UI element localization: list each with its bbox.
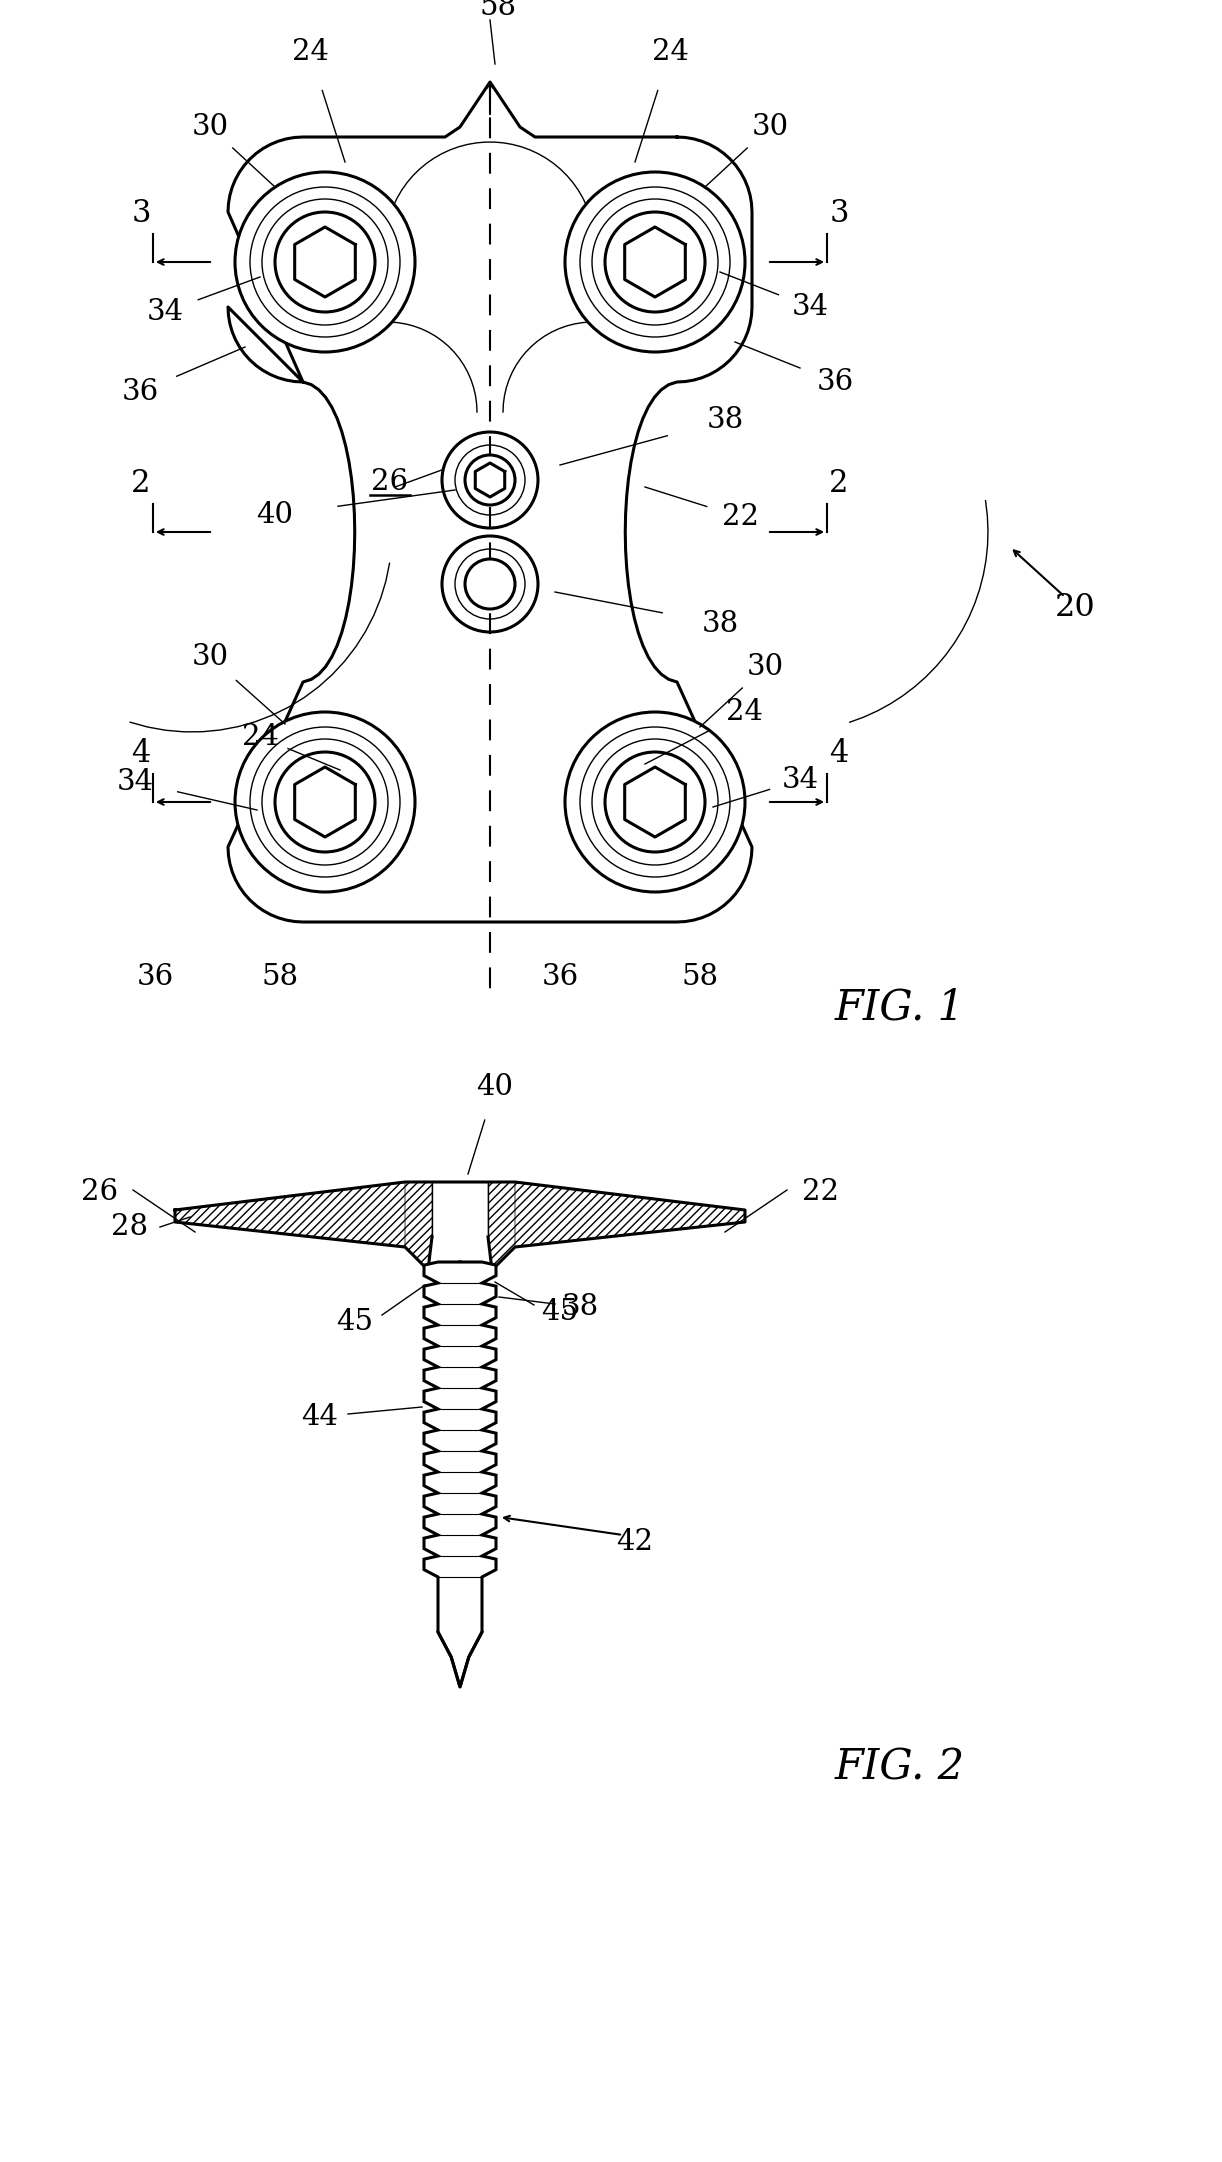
Text: 24: 24 [292, 39, 329, 67]
Text: 30: 30 [752, 112, 788, 141]
Text: FIG. 2: FIG. 2 [835, 1747, 965, 1788]
Polygon shape [229, 82, 752, 921]
Circle shape [466, 454, 514, 506]
Text: 38: 38 [701, 610, 738, 638]
Text: 34: 34 [792, 294, 829, 320]
Text: 38: 38 [706, 406, 744, 435]
Text: FIG. 1: FIG. 1 [835, 986, 965, 1027]
Text: 40: 40 [477, 1072, 513, 1100]
Text: 45: 45 [541, 1297, 578, 1325]
Circle shape [565, 173, 745, 352]
Text: 24: 24 [727, 698, 764, 726]
Text: 26: 26 [371, 467, 408, 495]
Text: 24: 24 [651, 39, 688, 67]
Text: 38: 38 [561, 1293, 599, 1321]
Text: 36: 36 [816, 368, 854, 396]
Text: 2: 2 [131, 467, 150, 499]
Text: 36: 36 [137, 962, 174, 990]
Circle shape [235, 711, 415, 893]
Circle shape [235, 173, 415, 352]
Text: 44: 44 [302, 1403, 338, 1431]
Text: 2: 2 [830, 467, 849, 499]
Text: 24: 24 [242, 722, 279, 750]
Circle shape [275, 212, 375, 311]
Text: 58: 58 [682, 962, 719, 990]
Text: 26: 26 [82, 1178, 119, 1206]
Text: 34: 34 [116, 768, 154, 796]
Circle shape [442, 536, 538, 631]
Circle shape [275, 752, 375, 852]
Text: 30: 30 [192, 112, 229, 141]
Circle shape [605, 212, 705, 311]
Polygon shape [175, 1183, 745, 1269]
Circle shape [466, 560, 514, 610]
Text: 30: 30 [192, 642, 229, 670]
Text: 22: 22 [802, 1178, 838, 1206]
Text: 4: 4 [830, 737, 848, 770]
Text: 30: 30 [747, 653, 783, 681]
Text: 22: 22 [721, 504, 759, 532]
Text: 28: 28 [111, 1213, 149, 1241]
Text: 58: 58 [479, 0, 517, 22]
Text: 34: 34 [147, 298, 183, 326]
Text: 40: 40 [257, 502, 293, 530]
Polygon shape [424, 1263, 496, 1686]
Circle shape [565, 711, 745, 893]
Text: 3: 3 [131, 199, 150, 229]
Circle shape [605, 752, 705, 852]
Text: 3: 3 [830, 199, 849, 229]
Circle shape [442, 432, 538, 528]
Text: 58: 58 [262, 962, 298, 990]
Text: 20: 20 [1055, 592, 1095, 623]
Polygon shape [470, 510, 510, 553]
Text: 45: 45 [336, 1308, 374, 1336]
Text: 34: 34 [781, 765, 819, 793]
Text: 42: 42 [617, 1529, 654, 1557]
Text: 4: 4 [132, 737, 150, 770]
Text: 36: 36 [121, 378, 159, 406]
Text: 36: 36 [541, 962, 579, 990]
